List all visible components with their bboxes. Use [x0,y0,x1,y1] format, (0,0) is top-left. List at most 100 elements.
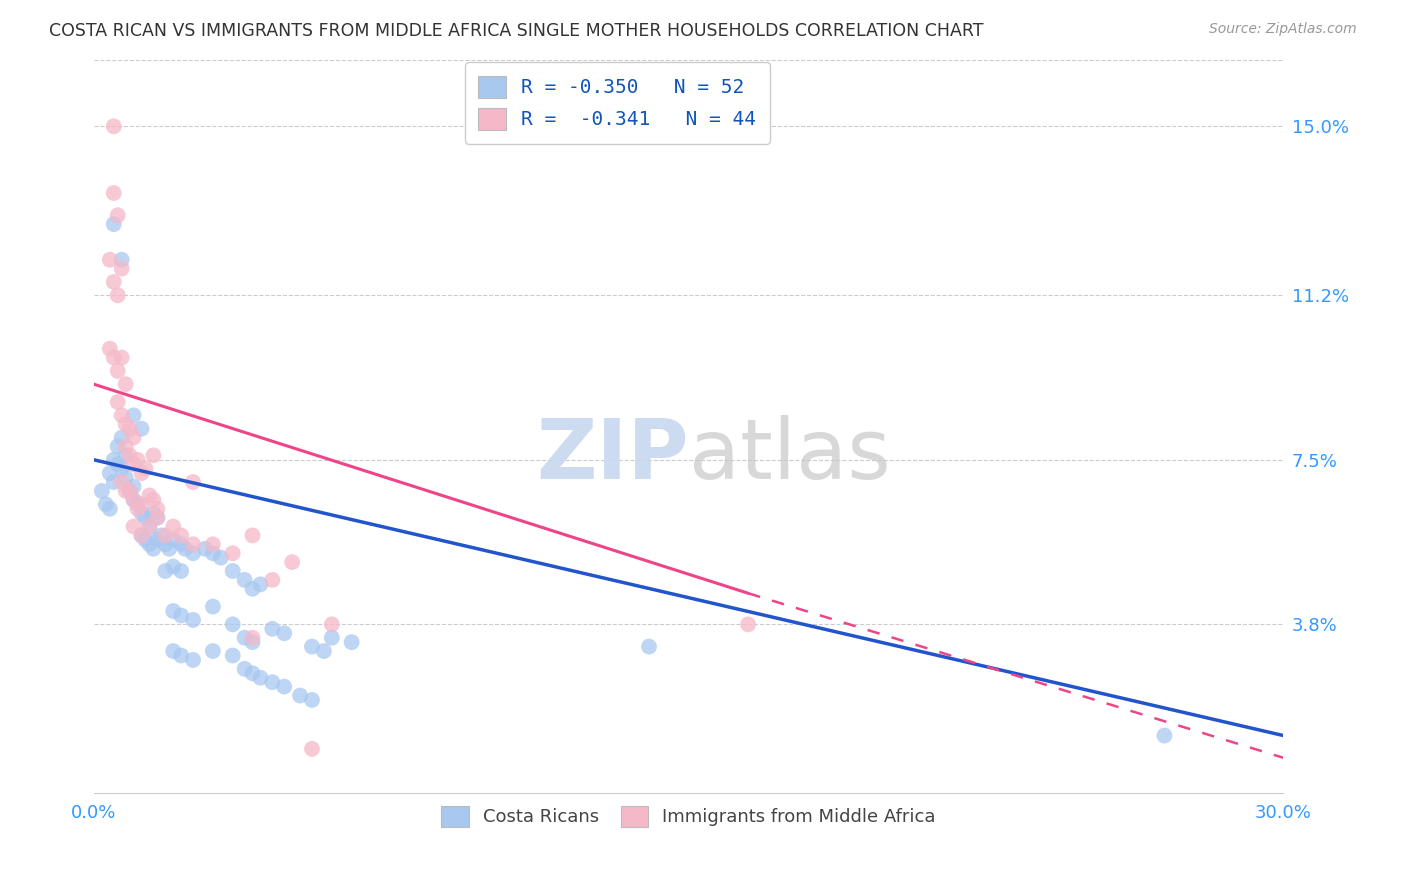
Point [118,422,141,436]
Text: atlas: atlas [689,416,890,496]
Text: COSTA RICAN VS IMMIGRANTS FROM MIDDLE AFRICA SINGLE MOTHER HOUSEHOLDS CORRELATIO: COSTA RICAN VS IMMIGRANTS FROM MIDDLE AF… [49,22,984,40]
Point [107,457,129,471]
Point [122,457,145,471]
Point [181,475,204,489]
Point [127,501,149,516]
Point [155,537,177,551]
Point [233,573,256,587]
Point [111,351,134,365]
Point [98,252,121,267]
Point [90,483,112,498]
Point [122,492,145,507]
Point [181,546,204,560]
Point [155,564,177,578]
Point [162,519,184,533]
Point [111,252,134,267]
Point [103,217,125,231]
Point [142,506,165,520]
Point [146,510,169,524]
Point [273,626,295,640]
Point [233,662,256,676]
Point [201,644,224,658]
Point [98,466,121,480]
Point [146,533,169,547]
Point [122,409,145,423]
Point [118,483,141,498]
Point [174,541,197,556]
Point [122,519,145,533]
Point [138,488,160,502]
Point [737,617,759,632]
Point [301,742,323,756]
Point [201,537,224,551]
Point [209,550,232,565]
Point [249,671,271,685]
Point [111,461,134,475]
Point [107,364,129,378]
Point [249,577,271,591]
Point [103,351,125,365]
Point [118,483,141,498]
Point [122,431,145,445]
Point [170,648,193,663]
Point [155,528,177,542]
Point [103,120,125,134]
Point [134,510,156,524]
Point [170,564,193,578]
Text: Source: ZipAtlas.com: Source: ZipAtlas.com [1209,22,1357,37]
Point [233,631,256,645]
Point [242,635,264,649]
Point [114,417,136,432]
Point [98,501,121,516]
Point [138,519,160,533]
Point [162,559,184,574]
Point [138,519,160,533]
Point [242,582,264,596]
Point [111,261,134,276]
Point [134,533,156,547]
Point [114,470,136,484]
Point [273,680,295,694]
Point [114,483,136,498]
Point [98,342,121,356]
Point [138,537,160,551]
Point [103,453,125,467]
Point [638,640,661,654]
Text: ZIP: ZIP [536,416,689,496]
Point [142,492,165,507]
Point [131,497,153,511]
Point [114,440,136,454]
Point [103,186,125,200]
Point [162,533,184,547]
Point [1153,729,1175,743]
Point [321,617,343,632]
Point [181,613,204,627]
Point [107,395,129,409]
Point [142,449,165,463]
Point [262,675,284,690]
Point [181,653,204,667]
Point [242,528,264,542]
Point [111,431,134,445]
Point [122,479,145,493]
Point [262,622,284,636]
Point [131,528,153,542]
Point [262,573,284,587]
Point [134,461,156,475]
Point [111,409,134,423]
Legend: Costa Ricans, Immigrants from Middle Africa: Costa Ricans, Immigrants from Middle Afr… [433,797,945,836]
Point [170,608,193,623]
Point [201,599,224,614]
Point [114,449,136,463]
Point [103,275,125,289]
Point [321,631,343,645]
Point [222,648,245,663]
Point [194,541,217,556]
Point [181,537,204,551]
Point [312,644,335,658]
Point [242,631,264,645]
Point [127,497,149,511]
Point [131,506,153,520]
Point [146,501,169,516]
Point [340,635,363,649]
